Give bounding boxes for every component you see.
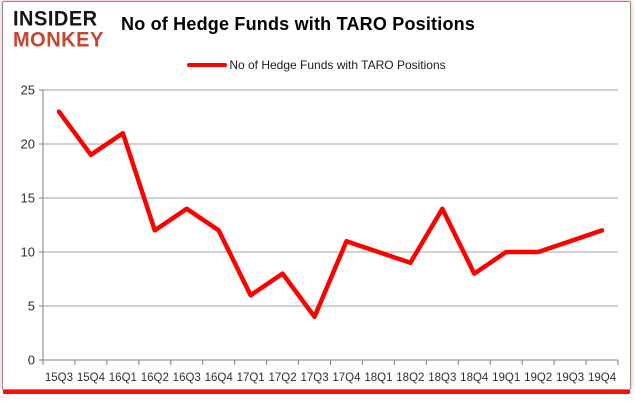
legend: No of Hedge Funds with TARO Positions xyxy=(3,58,630,72)
insider-monkey-logo: INSIDER MONKEY xyxy=(13,7,104,52)
x-tick-label: 16Q1 xyxy=(109,372,137,384)
x-tick-label: 18Q3 xyxy=(428,372,456,384)
x-tick-label: 17Q2 xyxy=(269,372,297,384)
x-tick-label: 15Q3 xyxy=(45,372,73,384)
x-tick-label: 17Q3 xyxy=(300,372,328,384)
x-tick-label: 18Q4 xyxy=(460,372,489,384)
chart-title: No of Hedge Funds with TARO Positions xyxy=(121,14,476,34)
chart-card: INSIDER MONKEY No of Hedge Funds with TA… xyxy=(2,1,631,390)
x-tick-label: 18Q1 xyxy=(364,372,392,384)
x-tick-label: 19Q3 xyxy=(556,372,584,384)
y-tick-label: 15 xyxy=(21,191,35,206)
series-line xyxy=(56,109,605,320)
logo-word-insider: INSIDER xyxy=(13,7,98,31)
x-tick-label: 19Q2 xyxy=(524,372,552,384)
y-tick-label: 5 xyxy=(28,299,35,314)
x-tick-label: 17Q4 xyxy=(332,372,361,384)
x-tick-label: 15Q4 xyxy=(77,372,106,384)
x-tick-label: 18Q2 xyxy=(396,372,424,384)
x-tick-label: 16Q2 xyxy=(141,372,169,384)
y-tick-label: 0 xyxy=(28,353,35,368)
line-chart: 0 5 10 15 20 25 15Q3 15Q4 16Q1 16Q2 16Q3 16Q4 17Q1 17… xyxy=(21,83,619,384)
x-tick-label: 19Q4 xyxy=(588,372,617,384)
legend-line-marker xyxy=(187,63,228,67)
x-tick-label: 16Q4 xyxy=(205,372,234,384)
x-tick-label: 17Q1 xyxy=(237,372,265,384)
y-tick-label: 25 xyxy=(21,83,35,98)
legend-label: No of Hedge Funds with TARO Positions xyxy=(229,58,446,72)
y-tick-label: 20 xyxy=(21,137,35,152)
plot-area: 0 5 10 15 20 25 15Q3 15Q4 16Q1 16Q2 16Q3 16Q4 17Q1 17… xyxy=(11,82,630,393)
logo-word-monkey: MONKEY xyxy=(13,28,104,52)
y-tick-label: 10 xyxy=(21,245,35,260)
x-tick-label: 19Q1 xyxy=(492,372,520,384)
x-tick-label: 16Q3 xyxy=(173,372,201,384)
